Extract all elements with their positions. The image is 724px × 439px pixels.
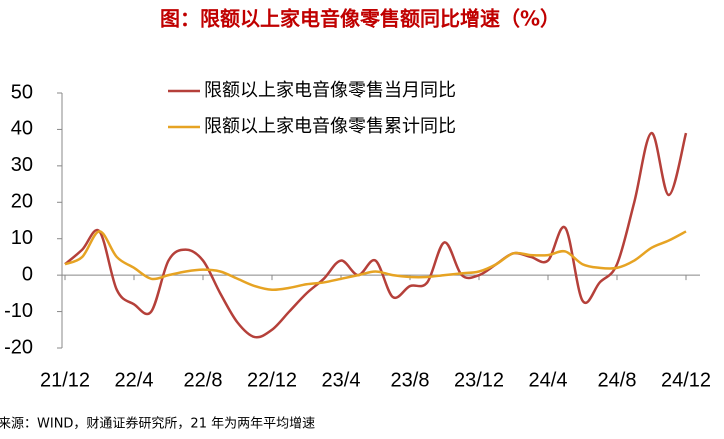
series-line bbox=[64, 230, 687, 292]
y-tick-label: -10 bbox=[4, 300, 33, 322]
x-tick-label: 24/4 bbox=[529, 369, 568, 391]
legend-label: 限额以上家电音像零售累计同比 bbox=[204, 116, 456, 137]
x-tick-label: 23/12 bbox=[454, 369, 504, 391]
x-tick-label: 22/8 bbox=[184, 369, 223, 391]
x-tick-label: 22/12 bbox=[247, 369, 297, 391]
source-note: 来源：WIND，财通证券研究所，21 年为两年平均增速 bbox=[0, 416, 315, 432]
y-tick-label: -20 bbox=[4, 336, 33, 358]
x-tick-label: 24/8 bbox=[598, 369, 637, 391]
y-tick-label: 50 bbox=[11, 81, 33, 103]
x-tick-label: 22/4 bbox=[115, 369, 154, 391]
legend-label: 限额以上家电音像零售当月同比 bbox=[204, 80, 456, 101]
x-tick-label: 24/12 bbox=[661, 369, 711, 391]
y-tick-label: 10 bbox=[11, 227, 33, 249]
y-tick-label: 30 bbox=[11, 154, 33, 176]
y-tick-label: 20 bbox=[11, 191, 33, 213]
chart-title: 图：限额以上家电音像零售额同比增速（%） bbox=[160, 7, 560, 31]
series-line bbox=[64, 131, 688, 339]
x-tick-label: 21/12 bbox=[40, 369, 90, 391]
y-tick-label: 0 bbox=[22, 263, 33, 285]
x-tick-label: 23/4 bbox=[322, 369, 361, 391]
y-tick-label: 40 bbox=[11, 118, 33, 140]
x-tick-label: 23/8 bbox=[391, 369, 430, 391]
